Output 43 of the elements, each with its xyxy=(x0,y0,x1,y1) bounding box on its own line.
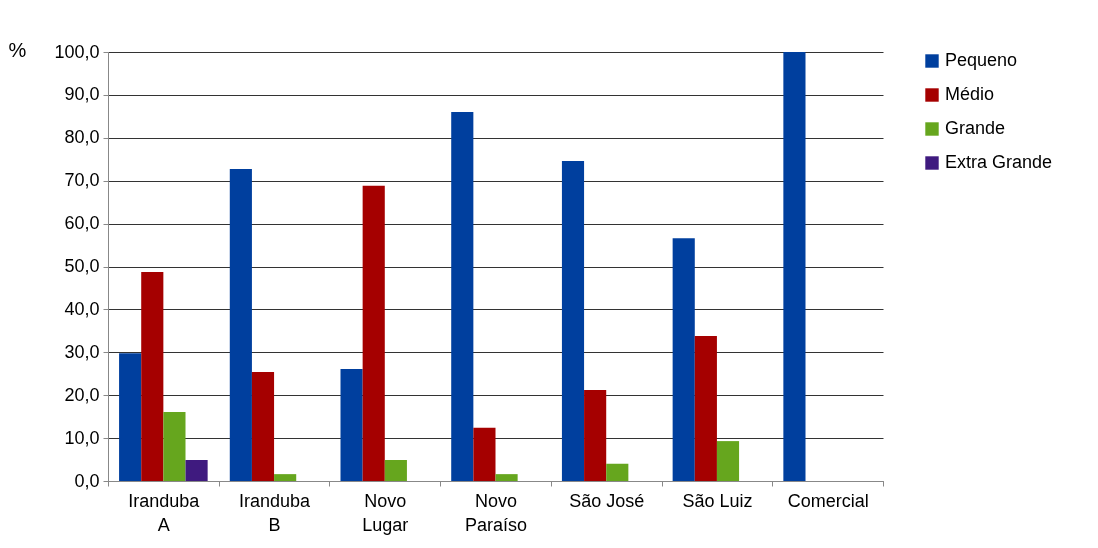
y-tick-label: 50,0 xyxy=(64,256,100,276)
bar xyxy=(451,112,474,481)
bar xyxy=(783,52,806,481)
bar xyxy=(229,169,252,481)
y-tick-label: 20,0 xyxy=(64,384,100,405)
x-tick-label: Novo Lugar xyxy=(362,490,409,535)
y-tick-label: 0,0 xyxy=(74,470,100,491)
bar xyxy=(251,372,275,481)
y-tick-label: 80,0 xyxy=(64,127,100,148)
bar xyxy=(716,441,740,481)
x-tick-label: São Luiz xyxy=(682,490,753,511)
legend-label: Pequeno xyxy=(945,50,1018,70)
bar xyxy=(384,459,407,481)
bar xyxy=(185,459,208,481)
y-tick-label: 30,0 xyxy=(64,341,100,362)
legend-label: Médio xyxy=(945,84,995,104)
bar xyxy=(141,272,164,481)
legend-label: Extra Grande xyxy=(945,152,1053,172)
y-tick-label: 40,0 xyxy=(64,298,100,319)
y-tick-label: 60,0 xyxy=(64,213,100,234)
bar xyxy=(606,463,629,481)
bar xyxy=(495,474,518,481)
x-tick-label: Iranduba A xyxy=(128,490,201,535)
bar xyxy=(163,411,186,481)
legend-label: Grande xyxy=(945,118,1006,138)
bar xyxy=(561,160,585,481)
x-tick-label: Iranduba B xyxy=(239,490,312,535)
y-tick-label: 100,0 xyxy=(54,41,100,62)
bar xyxy=(340,369,363,481)
y-axis-title: % xyxy=(8,38,27,61)
y-tick-label: 10,0 xyxy=(64,427,100,448)
x-tick-label: Comercial xyxy=(787,490,869,511)
bar xyxy=(694,336,717,481)
bar xyxy=(362,185,385,481)
y-tick-label: 90,0 xyxy=(64,84,100,105)
bar xyxy=(274,474,297,481)
x-tick-label: Novo Paraíso xyxy=(464,490,528,535)
bar xyxy=(672,238,695,481)
bar xyxy=(584,390,607,481)
bar xyxy=(473,427,496,481)
bar xyxy=(119,353,142,481)
x-tick-label: São José xyxy=(569,490,645,511)
y-tick-label: 70,0 xyxy=(64,170,100,191)
